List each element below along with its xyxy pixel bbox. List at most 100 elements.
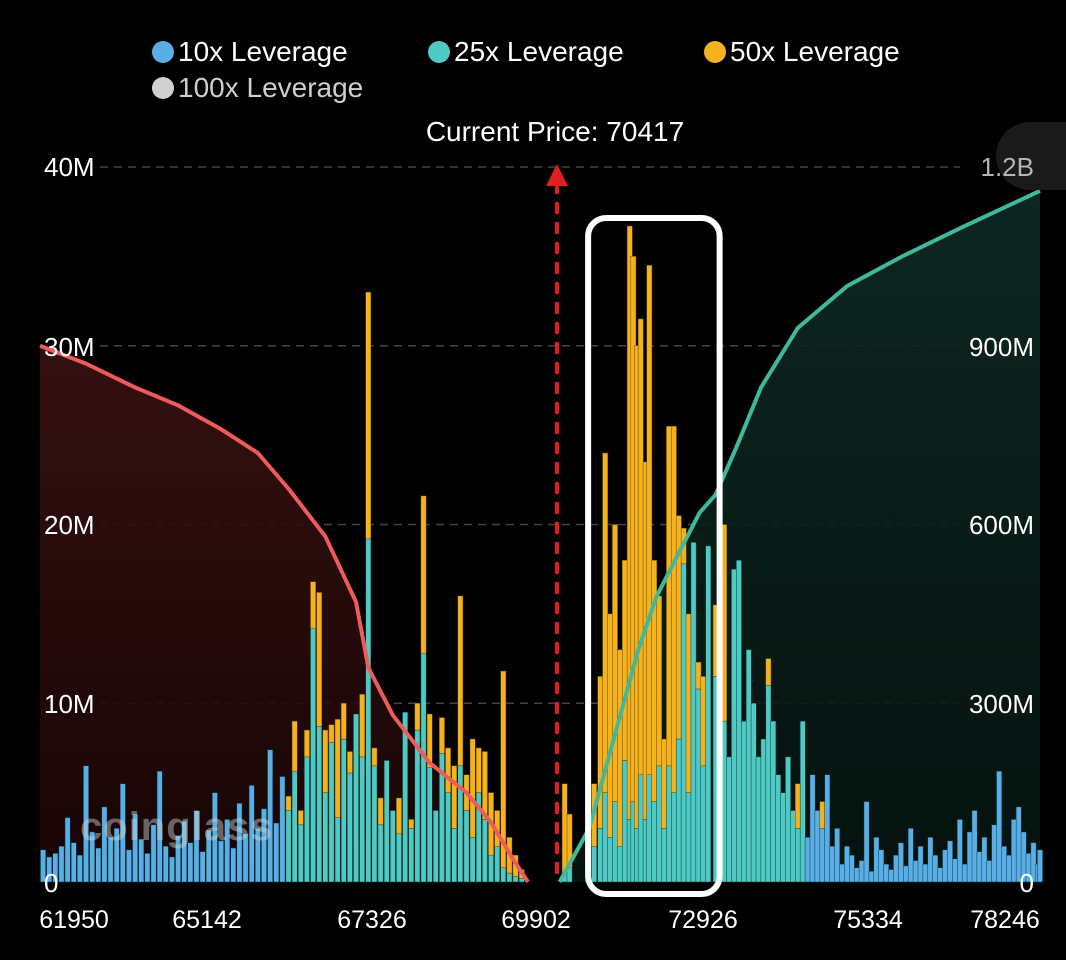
bar-segment-25x: [144, 853, 151, 883]
bar-segment-25x: [883, 863, 890, 883]
bar-segment-25x: [95, 847, 102, 883]
bar-segment-25x: [824, 774, 831, 883]
bar-segment-25x: [839, 863, 845, 883]
bar-segment-25x: [83, 765, 89, 883]
bar-segment-25x: [254, 828, 261, 883]
bar-segment-25x: [389, 810, 396, 883]
y-right-tick-1-2b: 1.2B: [980, 152, 1035, 182]
bar-segment-25x: [113, 828, 120, 883]
legend-25x-label: 25x Leverage: [454, 36, 624, 67]
y-right-tick-600m: 600M: [968, 510, 1034, 540]
bar-segment-25x: [365, 538, 372, 883]
bar-segment-25x: [775, 774, 782, 883]
bar-segment-50x: [819, 801, 826, 829]
current-price-label: Current Price: 70417: [425, 116, 685, 147]
bar-segment-25x: [917, 846, 924, 883]
y-left-tick-30m: 30M: [44, 332, 95, 362]
bar-segment-25x: [212, 792, 218, 883]
bar-segment-25x: [868, 871, 875, 883]
bar-segment-50x: [426, 713, 433, 768]
y-right-tick-300m: 300M: [968, 689, 1034, 719]
bar-segment-50x: [685, 613, 692, 793]
bar-segment-50x: [297, 810, 304, 826]
bar-segment-25x: [750, 703, 757, 883]
bar-segment-50x: [621, 560, 628, 761]
bar-segment-25x: [169, 856, 175, 883]
bar-segment-25x: [156, 770, 163, 883]
bar-segment-25x: [40, 849, 46, 883]
bar-segment-25x: [685, 792, 692, 883]
x-tick-65142: 65142: [172, 906, 242, 934]
bar-segment-50x: [439, 717, 445, 754]
bar-segment-25x: [755, 756, 762, 883]
x-tick-78246: 78246: [970, 906, 1040, 934]
bar-segment-25x: [873, 837, 880, 883]
bar-segment-25x: [597, 828, 604, 883]
bar-segment-25x: [790, 810, 796, 883]
bar-segment-25x: [445, 792, 451, 883]
bar-segment-50x: [795, 783, 801, 829]
y-left-tick-10m: 10M: [44, 689, 95, 719]
bar-segment-50x: [304, 729, 310, 758]
bar-segment-25x: [359, 756, 366, 883]
x-tick-61950: 61950: [39, 906, 109, 934]
line-layer: [39, 189, 1041, 884]
coinglass-watermark: coinglass: [80, 805, 274, 849]
bar-segment-25x: [279, 776, 286, 883]
bar-segment-25x: [666, 765, 672, 883]
overlay-layer: [546, 164, 723, 897]
bar-segment-25x: [863, 801, 870, 883]
bar-segment-50x: [482, 751, 488, 820]
bar-segment-50x: [469, 738, 476, 838]
bar-segment-50x: [457, 595, 464, 767]
legend-50x-label: 50x Leverage: [730, 36, 900, 67]
bar-segment-25x: [858, 860, 865, 883]
bar-segment-25x: [451, 828, 458, 883]
bar-segment-25x: [602, 792, 609, 883]
bar-segment-25x: [671, 792, 677, 883]
bar-segment-25x: [426, 767, 433, 883]
bar-segment-50x: [408, 819, 415, 829]
legend-10x-dot: [152, 41, 174, 63]
bar-segment-25x: [912, 860, 919, 883]
bar-segment-50x: [347, 751, 353, 774]
legend-25x[interactable]: 25x Leverage: [428, 36, 624, 68]
bar-segment-50x: [396, 797, 402, 834]
bar-segment-50x: [597, 676, 604, 829]
legend-50x[interactable]: 50x Leverage: [704, 36, 900, 68]
legend-100x-dot: [152, 77, 174, 99]
x-tick-69902: 69902: [501, 906, 571, 934]
bar-segment-25x: [705, 545, 712, 883]
area-layer: [40, 190, 1040, 883]
bar-segment-25x: [150, 824, 157, 883]
bar-segment-25x: [52, 853, 59, 883]
bar-segment-25x: [457, 765, 464, 883]
bar-segment-25x: [77, 854, 83, 883]
bar-segment-25x: [297, 824, 304, 883]
bar-segment-25x: [637, 774, 644, 883]
legend-100x[interactable]: 100x Leverage: [152, 72, 363, 104]
bar-segment-25x: [700, 765, 707, 883]
legend-25x-dot: [428, 41, 450, 63]
bar-segment-50x: [671, 425, 677, 793]
bar-segment-25x: [193, 810, 200, 883]
bar-segment-50x: [661, 738, 667, 829]
bar-segment-50x: [316, 592, 323, 727]
x-tick-75334: 75334: [833, 906, 903, 934]
legend-10x[interactable]: 10x Leverage: [152, 36, 348, 68]
bar-segment-50x: [607, 613, 613, 838]
bar-segment-25x: [242, 833, 249, 883]
bar-segment-25x: [132, 813, 138, 883]
bar-segment-25x: [907, 828, 914, 883]
bar-segment-25x: [814, 810, 821, 883]
bar-segment-25x: [656, 765, 663, 883]
bar-segment-25x: [322, 792, 329, 883]
bar-segment-50x: [420, 495, 427, 654]
bar-segment-25x: [402, 711, 408, 883]
bar-segment-25x: [898, 842, 904, 883]
bar-segment-25x: [432, 810, 439, 883]
bar-segment-25x: [488, 854, 494, 883]
corner-toggle-button[interactable]: [996, 122, 1066, 190]
bar-segment-50x: [451, 765, 458, 829]
